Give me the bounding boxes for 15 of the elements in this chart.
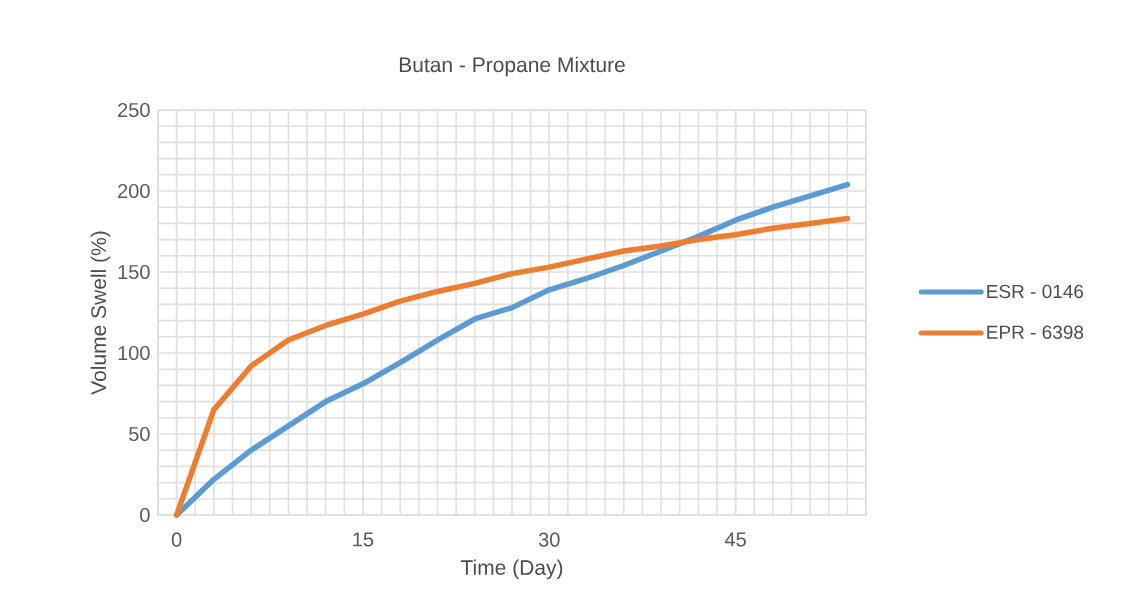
y-tick-label: 250 bbox=[118, 102, 150, 118]
y-tick-label: 50 bbox=[129, 426, 150, 442]
x-tick-label: 0 bbox=[171, 532, 182, 547]
legend-label: ESR - 0146 bbox=[987, 284, 1084, 299]
x-tick-label: 15 bbox=[353, 532, 374, 547]
x-tick-label: 30 bbox=[538, 532, 560, 547]
y-tick-label: 200 bbox=[118, 183, 150, 199]
y-tick-label: 100 bbox=[118, 345, 150, 361]
y-tick-label: 0 bbox=[140, 507, 150, 523]
y-axis-title: Volume Swell (%) bbox=[90, 231, 111, 395]
y-tick-label: 150 bbox=[118, 264, 150, 280]
legend-label: EPR - 6398 bbox=[987, 325, 1084, 339]
x-tick-label: 45 bbox=[724, 532, 746, 547]
x-axis-title: Time (Day) bbox=[460, 559, 563, 580]
chart-title: Butan - Propane Mixture bbox=[399, 56, 625, 77]
